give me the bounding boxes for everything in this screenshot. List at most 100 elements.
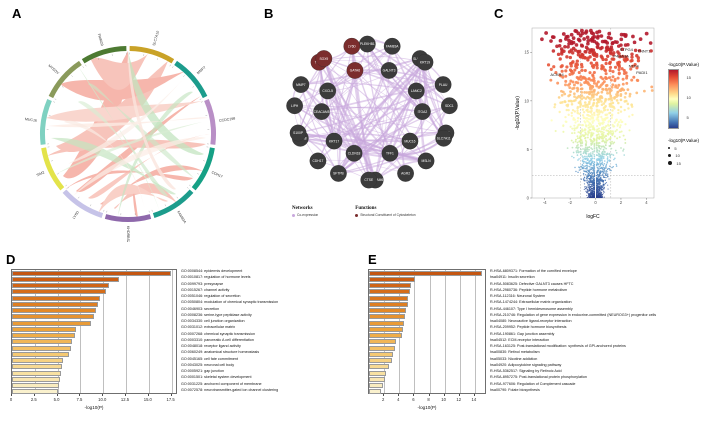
volcano-point bbox=[586, 157, 588, 159]
x-tick-mark bbox=[398, 394, 399, 396]
bar bbox=[369, 383, 383, 389]
volcano-point bbox=[586, 194, 588, 196]
volcano-point bbox=[612, 154, 615, 156]
volcano-point bbox=[598, 197, 600, 198]
volcano-point bbox=[624, 123, 627, 126]
volcano-point bbox=[610, 48, 614, 52]
volcano-point bbox=[546, 63, 551, 67]
volcano-point bbox=[583, 180, 585, 182]
volcano-point bbox=[591, 193, 593, 194]
volcano-point bbox=[568, 68, 573, 72]
network-node[interactable] bbox=[416, 53, 434, 71]
volcano-point bbox=[587, 175, 589, 178]
volcano-point bbox=[601, 122, 604, 125]
network-node[interactable] bbox=[325, 132, 343, 150]
network-node[interactable] bbox=[401, 132, 419, 150]
volcano-point bbox=[605, 172, 608, 174]
network-node[interactable] bbox=[383, 37, 401, 55]
volcano-point bbox=[603, 168, 606, 170]
volcano-point bbox=[610, 153, 613, 156]
volcano-point bbox=[591, 193, 593, 195]
network-node[interactable] bbox=[309, 152, 327, 170]
term-label: GO:0060249: anatomical structure homeost… bbox=[181, 350, 260, 355]
volcano-point bbox=[599, 180, 601, 182]
network-node[interactable] bbox=[381, 144, 399, 162]
network-node[interactable] bbox=[315, 50, 333, 67]
network-legend: Networks Co-expression Functions Structu… bbox=[292, 206, 472, 217]
volcano-point bbox=[611, 123, 614, 126]
network-node[interactable] bbox=[441, 97, 458, 115]
volcano-gene-labels: ACKR4 STPG4 P4HA3A TNNT1 NTF4 PADI1 bbox=[550, 47, 651, 77]
volcano-point bbox=[599, 34, 604, 38]
volcano-point bbox=[624, 138, 627, 141]
volcano-point bbox=[598, 187, 600, 189]
volcano-color-legend-title: -log10(P.Value) bbox=[668, 62, 699, 67]
volcano-x-tick: -2 bbox=[568, 200, 572, 205]
network-node[interactable] bbox=[319, 82, 337, 100]
volcano-point bbox=[596, 113, 599, 117]
network-node[interactable] bbox=[292, 76, 310, 93]
volcano-point bbox=[612, 51, 616, 55]
volcano-point bbox=[582, 152, 585, 155]
volcano-point bbox=[604, 196, 606, 198]
network-node[interactable] bbox=[286, 97, 303, 115]
volcano-point bbox=[593, 166, 596, 168]
network-node-label: MUC16 bbox=[404, 139, 415, 143]
volcano-point bbox=[590, 39, 594, 43]
network-node[interactable] bbox=[414, 103, 431, 120]
network-node-label: PLAU bbox=[439, 83, 448, 87]
x-tick-label: 17.5 bbox=[166, 396, 175, 402]
volcano-point bbox=[587, 165, 589, 168]
volcano-point bbox=[591, 148, 594, 151]
network-node[interactable] bbox=[397, 165, 414, 182]
volcano-point bbox=[599, 195, 600, 197]
network-node[interactable] bbox=[435, 129, 453, 147]
network-edge bbox=[300, 57, 421, 86]
volcano-point bbox=[599, 165, 602, 167]
volcano-point bbox=[593, 187, 595, 189]
volcano-point bbox=[591, 51, 595, 55]
network-node[interactable] bbox=[380, 62, 398, 79]
network-node[interactable] bbox=[330, 165, 347, 182]
volcano-point bbox=[591, 141, 594, 144]
volcano-point bbox=[598, 174, 601, 176]
network-node[interactable] bbox=[360, 171, 378, 189]
network-node[interactable] bbox=[417, 152, 435, 170]
volcano-point bbox=[610, 85, 614, 89]
volcano-point bbox=[610, 116, 614, 120]
network-node[interactable] bbox=[343, 37, 361, 55]
volcano-point bbox=[602, 186, 604, 188]
network-node[interactable] bbox=[434, 76, 452, 93]
volcano-point bbox=[583, 68, 587, 73]
network-node[interactable] bbox=[345, 144, 363, 162]
volcano-point bbox=[606, 170, 608, 173]
volcano-point bbox=[621, 120, 624, 124]
volcano-point bbox=[597, 186, 599, 188]
x-tick-mark bbox=[170, 394, 172, 396]
volcano-point bbox=[600, 170, 602, 172]
volcano-point bbox=[588, 146, 591, 148]
volcano-point bbox=[587, 173, 590, 175]
volcano-point bbox=[591, 195, 593, 197]
network-node[interactable] bbox=[346, 62, 364, 79]
volcano-point bbox=[587, 120, 590, 123]
volcano-point bbox=[578, 123, 581, 126]
network-node-label: PLEKHB1 bbox=[360, 42, 375, 46]
volcano-point bbox=[575, 59, 579, 63]
chord-sector-label: KHDRBS2 bbox=[126, 226, 130, 242]
volcano-point bbox=[609, 45, 614, 49]
volcano-point bbox=[593, 168, 595, 170]
volcano-point bbox=[589, 168, 591, 171]
network-node[interactable] bbox=[289, 124, 307, 142]
x-tick-label: 2 bbox=[381, 396, 385, 402]
x-tick-mark bbox=[33, 394, 35, 396]
volcano-point bbox=[606, 153, 609, 155]
network-node-label: LAMC2 bbox=[411, 89, 422, 93]
volcano-point bbox=[590, 35, 595, 40]
network-node[interactable] bbox=[407, 82, 425, 100]
volcano-point bbox=[586, 178, 588, 180]
volcano-point bbox=[611, 75, 615, 79]
network-node[interactable] bbox=[313, 103, 330, 120]
volcano-point bbox=[631, 34, 635, 39]
volcano-point bbox=[609, 36, 613, 41]
